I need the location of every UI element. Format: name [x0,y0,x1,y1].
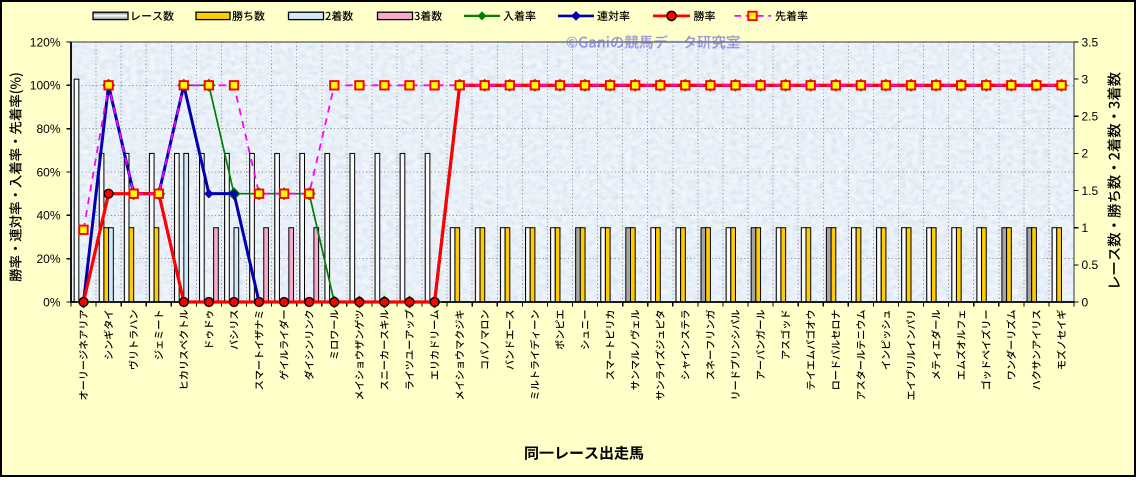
svg-text:100%: 100% [30,79,61,93]
svg-text:60%: 60% [36,165,60,179]
svg-text:0: 0 [1082,295,1089,309]
svg-text:2: 2 [1082,147,1089,161]
svg-text:1.5: 1.5 [1082,184,1099,198]
svg-text:2.5: 2.5 [1082,110,1099,124]
svg-text:1: 1 [1082,221,1089,235]
svg-text:3: 3 [1082,72,1089,86]
svg-text:120%: 120% [30,35,61,49]
svg-text:0.5: 0.5 [1082,258,1099,272]
svg-text:40%: 40% [36,209,60,223]
svg-text:0%: 0% [43,295,61,309]
svg-text:80%: 80% [36,122,60,136]
svg-text:3.5: 3.5 [1082,35,1099,49]
svg-text:20%: 20% [36,252,60,266]
